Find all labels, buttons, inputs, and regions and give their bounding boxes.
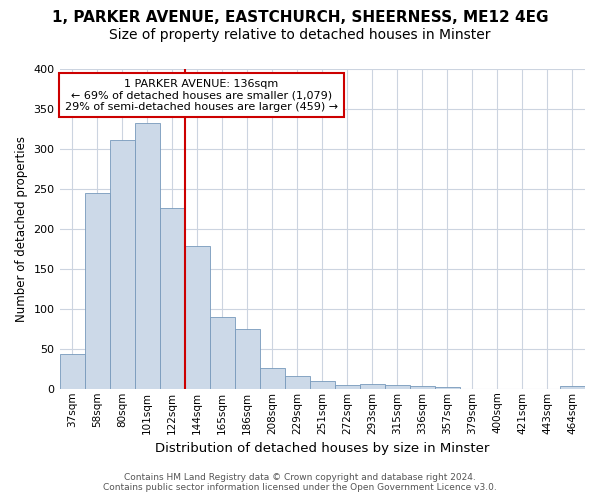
Bar (435, 387, 460, 389)
Bar (260, 368, 285, 389)
Bar (185, 246, 209, 389)
Bar (560, 386, 585, 389)
Text: 1 PARKER AVENUE: 136sqm
← 69% of detached houses are smaller (1,079)
29% of semi: 1 PARKER AVENUE: 136sqm ← 69% of detache… (65, 78, 338, 112)
Bar (285, 376, 310, 389)
Text: 1, PARKER AVENUE, EASTCHURCH, SHEERNESS, ME12 4EG: 1, PARKER AVENUE, EASTCHURCH, SHEERNESS,… (52, 10, 548, 25)
Bar (360, 384, 385, 389)
Bar (110, 140, 134, 389)
X-axis label: Distribution of detached houses by size in Minster: Distribution of detached houses by size … (155, 442, 490, 455)
Bar (59, 354, 85, 389)
Bar (335, 385, 360, 389)
Bar (385, 385, 410, 389)
Bar (235, 329, 260, 389)
Y-axis label: Number of detached properties: Number of detached properties (15, 136, 28, 322)
Bar (209, 317, 235, 389)
Bar (310, 381, 335, 389)
Bar (160, 208, 185, 389)
Bar (85, 193, 110, 389)
Bar (134, 122, 160, 389)
Text: Contains HM Land Registry data © Crown copyright and database right 2024.
Contai: Contains HM Land Registry data © Crown c… (103, 473, 497, 492)
Text: Size of property relative to detached houses in Minster: Size of property relative to detached ho… (109, 28, 491, 42)
Bar (410, 386, 435, 389)
